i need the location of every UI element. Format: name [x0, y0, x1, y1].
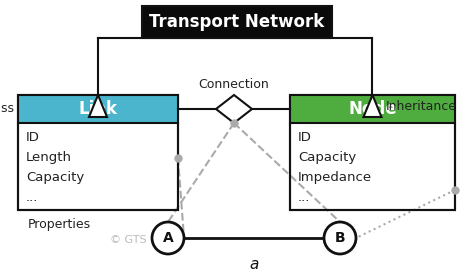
Bar	[142, 6, 332, 38]
Text: Link: Link	[79, 100, 118, 118]
Text: © GTS: © GTS	[110, 235, 146, 245]
Text: ...: ...	[298, 191, 310, 204]
Text: ...: ...	[26, 191, 38, 204]
Text: B: B	[335, 231, 346, 245]
Text: Class: Class	[0, 102, 14, 116]
Text: a: a	[249, 257, 259, 272]
Text: Inheritance: Inheritance	[385, 99, 456, 113]
Polygon shape	[364, 95, 382, 117]
Bar	[18, 95, 178, 210]
Bar	[290, 95, 455, 210]
Circle shape	[152, 222, 184, 254]
Text: Capacity: Capacity	[26, 171, 84, 184]
Text: Properties: Properties	[28, 218, 91, 231]
Text: ID: ID	[298, 131, 312, 144]
Polygon shape	[216, 95, 252, 123]
Text: Transport Network: Transport Network	[149, 13, 325, 31]
Text: Connection: Connection	[199, 78, 269, 91]
Bar	[18, 95, 178, 123]
Bar	[290, 95, 455, 123]
Circle shape	[324, 222, 356, 254]
Text: Node: Node	[348, 100, 397, 118]
Polygon shape	[89, 95, 107, 117]
Text: A: A	[163, 231, 173, 245]
Text: ID: ID	[26, 131, 40, 144]
Text: Capacity: Capacity	[298, 151, 356, 164]
Text: Impedance: Impedance	[298, 171, 372, 184]
Bar	[290, 95, 455, 210]
Bar	[18, 95, 178, 210]
Text: Length: Length	[26, 151, 72, 164]
